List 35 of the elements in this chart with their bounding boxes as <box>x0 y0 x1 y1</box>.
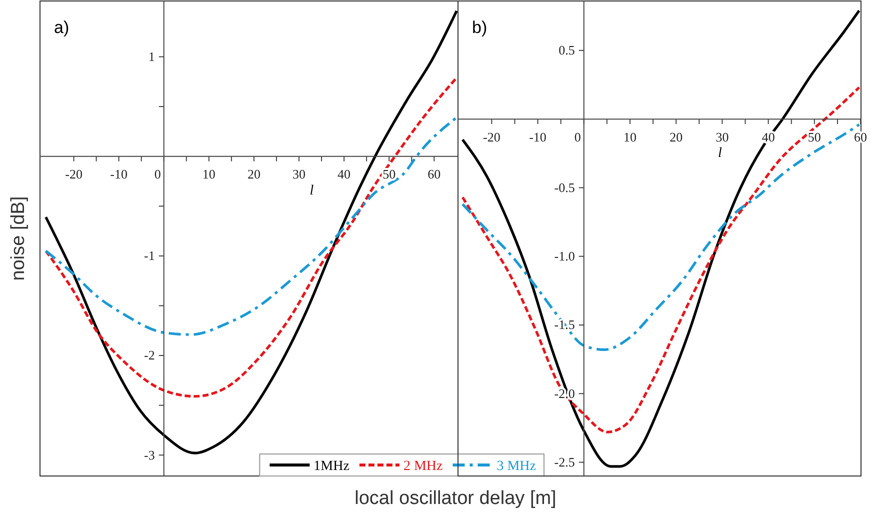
y-tick-label: -2 <box>144 348 155 363</box>
x-tick-label: 60 <box>428 166 441 182</box>
legend-label: 2 MHz <box>403 459 443 474</box>
y-tick-label: -0.5 <box>554 180 575 195</box>
x-tick-label: 40 <box>338 166 351 182</box>
x-tick-label: -20 <box>482 129 500 144</box>
line-series <box>44 116 458 336</box>
x-tick-label: 20 <box>247 166 260 182</box>
y-tick-label: 0.5 <box>558 42 575 58</box>
line-series <box>44 76 458 398</box>
x-tick-label: -20 <box>65 166 82 182</box>
x-tick-label: 50 <box>382 166 396 182</box>
y-axis-title: noise [dB] <box>8 196 29 281</box>
x-axis-title: l <box>310 183 314 198</box>
x-tick-label: 10 <box>623 129 636 144</box>
x-tick-label: 30 <box>292 166 306 182</box>
x-tick-label: 20 <box>670 129 683 144</box>
annotation: b) <box>472 18 488 37</box>
y-tick-label: -2.5 <box>554 454 575 470</box>
x-tick-label: 0 <box>574 129 581 144</box>
x-tick-label: 0 <box>154 166 161 182</box>
x-axis-title: l <box>718 146 722 162</box>
legend-label: 1MHz <box>314 459 350 474</box>
x-tick-label: -10 <box>110 166 128 182</box>
y-tick-label: -1 <box>144 248 155 264</box>
annotation: a) <box>54 18 70 37</box>
y-tick-label: -3 <box>144 447 155 462</box>
y-tick-label: -1.0 <box>554 248 575 264</box>
x-tick-label: 10 <box>202 166 216 182</box>
legend-label: 3 MHz <box>496 459 536 474</box>
x-tick-label: -10 <box>529 129 546 144</box>
x-tick-label: 30 <box>716 129 729 144</box>
x-tick-label: 50 <box>808 129 821 144</box>
text: local oscillator delay [m] <box>354 488 556 509</box>
y-tick-label: 1 <box>148 48 155 64</box>
